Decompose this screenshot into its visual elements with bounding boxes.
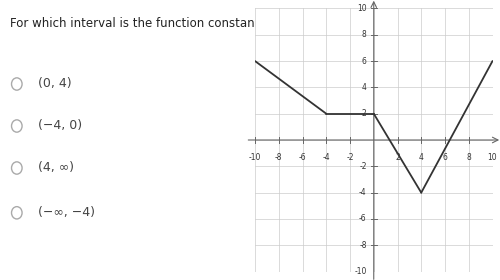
Text: (−4, 0): (−4, 0) <box>38 120 82 132</box>
Text: 2: 2 <box>362 109 366 118</box>
Text: (−∞, −4): (−∞, −4) <box>38 206 96 219</box>
Text: -10: -10 <box>249 153 261 162</box>
Text: -6: -6 <box>359 214 366 223</box>
Text: 8: 8 <box>466 153 471 162</box>
Text: -8: -8 <box>275 153 282 162</box>
Text: 10: 10 <box>357 4 366 13</box>
Text: -4: -4 <box>322 153 330 162</box>
Text: 4: 4 <box>362 83 366 92</box>
Text: (4, ∞): (4, ∞) <box>38 162 74 174</box>
Text: 6: 6 <box>362 57 366 66</box>
Text: For which interval is the function constant?: For which interval is the function const… <box>10 17 265 30</box>
Text: 6: 6 <box>442 153 448 162</box>
Text: -4: -4 <box>359 188 366 197</box>
Text: 8: 8 <box>362 30 366 39</box>
Text: (0, 4): (0, 4) <box>38 78 72 90</box>
Text: 4: 4 <box>419 153 424 162</box>
Text: -8: -8 <box>359 241 366 250</box>
Text: -10: -10 <box>354 267 366 276</box>
Text: 10: 10 <box>488 153 498 162</box>
Text: 2: 2 <box>395 153 400 162</box>
Text: -2: -2 <box>346 153 354 162</box>
Text: -6: -6 <box>298 153 306 162</box>
Text: -2: -2 <box>359 162 366 171</box>
